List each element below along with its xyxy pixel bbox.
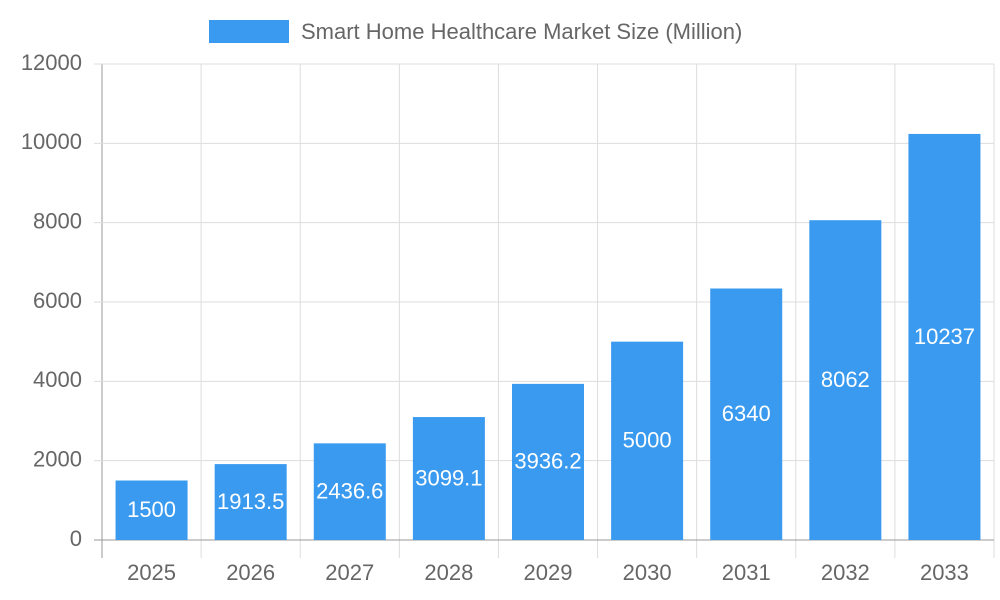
bar: [115, 480, 188, 540]
bar: [710, 288, 783, 540]
bar: [214, 464, 287, 540]
data-label: 10237: [914, 324, 975, 349]
data-label: 8062: [821, 367, 870, 392]
x-tick-label: 2033: [920, 560, 969, 585]
data-label: 3099.1: [415, 465, 482, 490]
data-label: 3936.2: [514, 449, 581, 474]
y-tick-label: 6000: [33, 288, 82, 313]
y-tick-label: 10000: [21, 129, 82, 154]
x-tick-label: 2029: [524, 560, 573, 585]
bar: [412, 417, 485, 540]
x-tick-label: 2027: [325, 560, 374, 585]
y-tick-label: 8000: [33, 208, 82, 233]
bar: [313, 443, 386, 540]
data-label: 6340: [722, 401, 771, 426]
bar: [908, 133, 981, 541]
bar: [512, 383, 584, 540]
data-label: 5000: [623, 428, 672, 453]
bar: [611, 341, 684, 540]
x-tick-label: 2031: [722, 560, 771, 585]
data-label: 1913.5: [217, 489, 284, 514]
legend-label: Smart Home Healthcare Market Size (Milli…: [301, 19, 742, 44]
y-tick-label: 0: [70, 526, 82, 551]
x-tick-label: 2025: [127, 560, 176, 585]
y-tick-label: 2000: [33, 446, 82, 471]
legend-swatch: [209, 20, 289, 43]
y-tick-label: 12000: [21, 50, 82, 75]
data-label: 2436.6: [316, 478, 383, 503]
x-tick-label: 2028: [424, 560, 473, 585]
data-label: 1500: [127, 497, 176, 522]
bar: [809, 220, 882, 540]
x-tick-label: 2032: [821, 560, 870, 585]
y-tick-label: 4000: [33, 367, 82, 392]
x-tick-label: 2030: [623, 560, 672, 585]
x-tick-label: 2026: [226, 560, 275, 585]
